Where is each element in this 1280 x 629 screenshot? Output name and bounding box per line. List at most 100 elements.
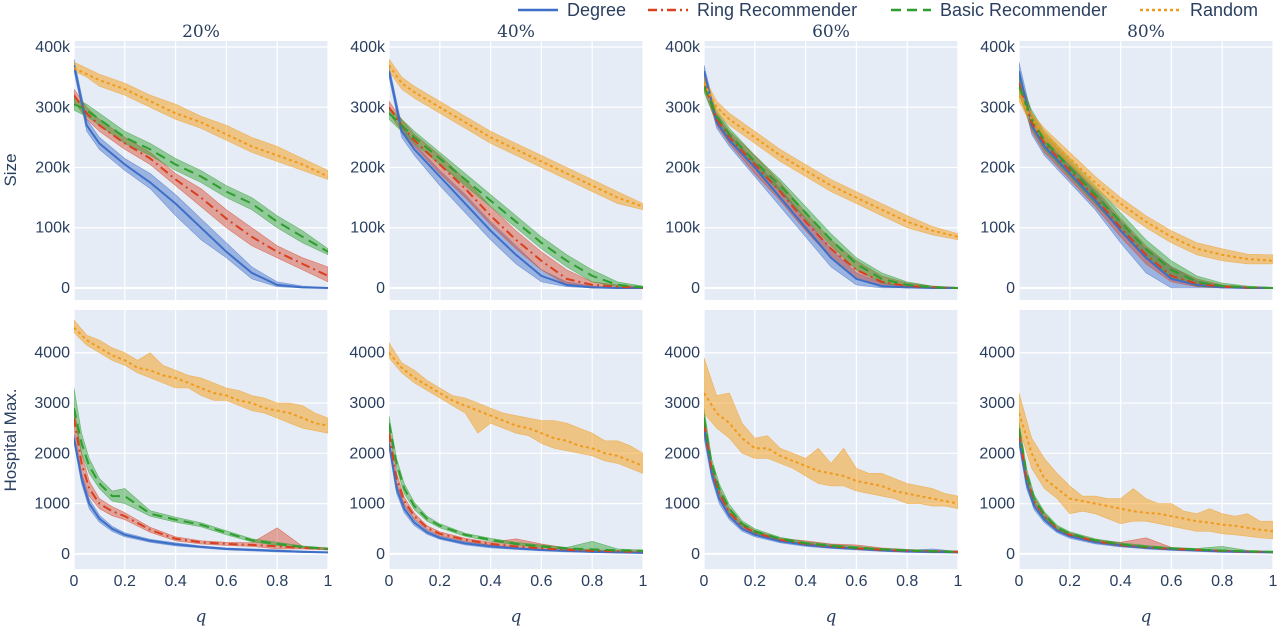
line-random: [389, 64, 643, 208]
x-axis-label: q: [826, 607, 837, 627]
y-tick-label: 3000: [34, 395, 70, 412]
y-tick-label: 4000: [34, 345, 70, 362]
series-group: [389, 342, 643, 554]
series-group: [1019, 392, 1273, 554]
line-ring-recommender: [389, 433, 643, 553]
y-tick-label: 400k: [350, 39, 386, 56]
y-tick-label: 400k: [35, 39, 71, 56]
line-ring-recommender: [704, 82, 958, 289]
x-tick-label: 0.8: [896, 573, 918, 590]
band-degree: [704, 65, 958, 289]
line-random: [74, 67, 328, 178]
x-tick-label: 0.4: [479, 573, 501, 590]
band-basic-recommender: [704, 408, 958, 554]
band-degree: [74, 59, 328, 289]
line-degree: [704, 70, 958, 289]
x-tick-label: 0: [70, 573, 79, 590]
line-basic-recommender: [74, 103, 328, 253]
panel-r1-c1: 0 1000 2000 3000 4000 0 0.2 0.4 0.6 0.8 1 q: [349, 310, 648, 627]
y-tick-label: 0: [61, 280, 70, 297]
y-tick-label: 1000: [349, 496, 385, 513]
panel-r0-c3: 0 100k 200k 300k 400k 80%: [980, 22, 1274, 300]
band-ring-recommender: [74, 408, 328, 551]
x-tick-label: 1: [1269, 573, 1278, 590]
y-tick-label: 3000: [349, 395, 385, 412]
x-tick-label: 0.8: [1211, 573, 1233, 590]
line-basic-recommender: [704, 85, 958, 289]
panels: 0 100k 200k 300k 400k 20% 0 100k 200k 300k 400k 40%…: [34, 22, 1277, 627]
band-degree: [74, 433, 328, 554]
series-group: [704, 357, 958, 554]
band-random: [389, 342, 643, 474]
legend-label-random: Random: [1190, 0, 1258, 20]
y-tick-label: 100k: [980, 220, 1016, 237]
line-degree: [389, 70, 643, 289]
panel-r0-c1: 0 100k 200k 300k 400k 40%: [350, 22, 644, 300]
x-tick-label: 0.2: [1059, 573, 1081, 590]
x-tick-label: 0.2: [114, 573, 136, 590]
x-tick-label: 0.2: [429, 573, 451, 590]
panel-r0-c2: 0 100k 200k 300k 400k 60%: [665, 22, 959, 300]
band-basic-recommender: [389, 415, 643, 553]
series-group: [74, 59, 328, 289]
y-tick-label: 0: [376, 280, 385, 297]
x-tick-label: 0.8: [581, 573, 603, 590]
y-tick-label: 0: [1006, 280, 1015, 297]
line-basic-recommender: [1019, 85, 1273, 289]
line-basic-recommender: [1019, 428, 1273, 553]
x-tick-label: 0: [700, 573, 709, 590]
line-degree: [74, 438, 328, 554]
y-tick-label: 0: [376, 546, 385, 563]
line-ring-recommender: [389, 106, 643, 289]
series-group: [1019, 62, 1273, 289]
y-tick-label: 3000: [664, 395, 700, 412]
y-tick-label: 0: [61, 546, 70, 563]
band-degree: [1019, 62, 1273, 289]
x-tick-label: 0.4: [1109, 573, 1131, 590]
legend: Degree Ring Recommender Basic Recommende…: [518, 0, 1258, 20]
x-tick-label: 0.6: [530, 573, 552, 590]
line-ring-recommender: [1019, 82, 1273, 289]
y-tick-label: 4000: [979, 345, 1015, 362]
band-ring-recommender: [389, 425, 643, 554]
x-tick-label: 1: [954, 573, 963, 590]
y-tick-label: 2000: [979, 445, 1015, 462]
x-tick-label: 0: [385, 573, 394, 590]
y-tick-label: 300k: [350, 99, 386, 116]
x-tick-label: 0.2: [744, 573, 766, 590]
y-tick-label: 100k: [350, 220, 386, 237]
y-tick-label: 2000: [349, 445, 385, 462]
panel-title: 60%: [812, 22, 850, 42]
legend-label-degree: Degree: [567, 0, 626, 20]
y-tick-label: 4000: [664, 345, 700, 362]
y-tick-label: 100k: [35, 220, 71, 237]
y-tick-label: 300k: [665, 99, 701, 116]
y-tick-label: 200k: [350, 159, 386, 176]
x-tick-label: 1: [639, 573, 648, 590]
series-group: [389, 58, 643, 289]
y-tick-label: 0: [691, 280, 700, 297]
y-tick-label: 400k: [665, 39, 701, 56]
x-tick-label: 0: [1015, 573, 1024, 590]
band-random: [704, 76, 958, 241]
y-tick-label: 1000: [34, 496, 70, 513]
y-tick-label: 1000: [979, 496, 1015, 513]
x-tick-label: 0.8: [266, 573, 288, 590]
panel-title: 20%: [182, 22, 220, 42]
line-basic-recommender: [389, 423, 643, 552]
band-basic-recommender: [74, 387, 328, 551]
y-tick-label: 200k: [665, 159, 701, 176]
x-axis-label: q: [511, 607, 522, 627]
x-tick-label: 0.6: [845, 573, 867, 590]
y-tick-label: 200k: [980, 159, 1016, 176]
legend-label-basic-recommender: Basic Recommender: [940, 0, 1107, 20]
line-basic-recommender: [704, 417, 958, 553]
panel-r1-c3: 0 1000 2000 3000 4000 0 0.2 0.4 0.6 0.8 1 q: [979, 310, 1278, 627]
panel-r1-c0: 0 1000 2000 3000 4000 0 0.2 0.4 0.6 0.8 1 q: [34, 310, 333, 627]
x-tick-label: 1: [324, 573, 333, 590]
panel-title: 80%: [1127, 22, 1165, 42]
panel-r1-c2: 0 1000 2000 3000 4000 0 0.2 0.4 0.6 0.8 1 q: [664, 310, 963, 627]
band-random: [74, 61, 328, 180]
band-random: [74, 319, 328, 434]
